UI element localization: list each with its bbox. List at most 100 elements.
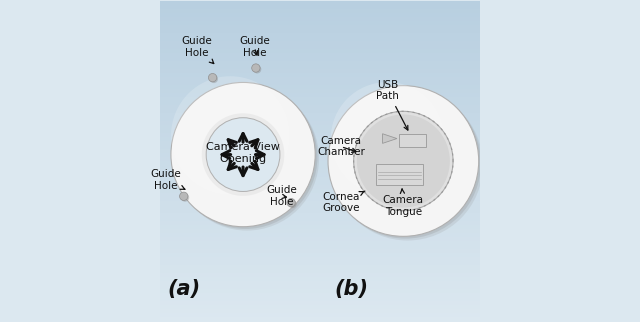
Bar — [160, 37, 480, 41]
Bar — [160, 245, 480, 249]
Bar — [160, 121, 480, 125]
Bar — [160, 25, 480, 29]
Bar — [160, 181, 480, 185]
Bar — [160, 269, 480, 273]
Bar — [160, 105, 480, 109]
Polygon shape — [383, 134, 397, 143]
Text: Cornea
Groove: Cornea Groove — [322, 191, 365, 213]
Bar — [160, 189, 480, 193]
Bar — [160, 309, 480, 313]
Circle shape — [253, 65, 261, 73]
Bar — [160, 21, 480, 25]
Bar — [160, 265, 480, 269]
Bar — [160, 221, 480, 225]
Bar — [160, 313, 480, 317]
Bar — [160, 49, 480, 53]
Bar — [160, 241, 480, 245]
Circle shape — [288, 200, 296, 208]
Text: (b): (b) — [335, 279, 369, 299]
Text: Camera
Chamber: Camera Chamber — [317, 136, 365, 157]
Circle shape — [331, 82, 444, 195]
Text: USB
Path: USB Path — [376, 80, 408, 130]
Bar — [160, 77, 480, 81]
Text: Guide
Hole: Guide Hole — [239, 36, 269, 58]
Bar — [160, 273, 480, 277]
Circle shape — [357, 115, 450, 207]
Bar — [160, 169, 480, 173]
Bar — [160, 201, 480, 205]
Circle shape — [206, 118, 280, 192]
Bar — [160, 69, 480, 73]
Circle shape — [173, 85, 317, 229]
Bar — [160, 45, 480, 49]
Circle shape — [209, 73, 217, 82]
Bar — [160, 57, 480, 61]
Bar — [160, 185, 480, 189]
Bar — [160, 261, 480, 265]
Circle shape — [328, 86, 479, 236]
Bar — [160, 249, 480, 253]
Bar — [160, 277, 480, 281]
Bar — [160, 109, 480, 113]
Bar — [160, 141, 480, 145]
Circle shape — [202, 113, 284, 196]
Circle shape — [287, 198, 295, 207]
Text: Guide
Hole: Guide Hole — [181, 36, 214, 63]
Bar — [160, 317, 480, 321]
Circle shape — [171, 76, 289, 194]
Bar — [160, 133, 480, 137]
Bar — [160, 17, 480, 21]
Bar — [160, 89, 480, 93]
Bar — [160, 145, 480, 149]
Bar — [160, 157, 480, 161]
Bar — [160, 233, 480, 237]
Text: Guide
Hole: Guide Hole — [151, 169, 185, 191]
Bar — [160, 165, 480, 169]
Bar — [160, 33, 480, 37]
FancyBboxPatch shape — [399, 134, 426, 147]
Bar — [160, 93, 480, 97]
Circle shape — [180, 192, 188, 200]
Circle shape — [252, 64, 260, 72]
FancyBboxPatch shape — [376, 164, 422, 185]
Bar — [160, 85, 480, 89]
Bar — [160, 53, 480, 57]
Text: (a): (a) — [168, 279, 201, 299]
Bar — [160, 257, 480, 261]
Bar — [160, 61, 480, 65]
Bar — [160, 65, 480, 69]
Bar — [160, 205, 480, 209]
Text: Camera
Tongue: Camera Tongue — [383, 189, 424, 217]
Circle shape — [330, 88, 481, 239]
Bar — [160, 97, 480, 101]
Bar — [160, 237, 480, 241]
Circle shape — [181, 194, 189, 202]
Text: Camera View
Opening: Camera View Opening — [206, 142, 280, 164]
Bar — [160, 129, 480, 133]
Text: Guide
Hole: Guide Hole — [266, 185, 297, 207]
Bar — [160, 101, 480, 105]
Bar — [160, 285, 480, 289]
Circle shape — [210, 75, 218, 83]
Bar — [160, 305, 480, 309]
Bar — [160, 289, 480, 293]
Bar — [160, 177, 480, 181]
Bar — [160, 229, 480, 233]
Bar — [160, 153, 480, 157]
Bar — [160, 301, 480, 305]
Bar — [160, 225, 480, 229]
Bar — [160, 213, 480, 217]
Bar — [160, 297, 480, 301]
Circle shape — [354, 111, 453, 211]
Bar — [160, 81, 480, 85]
Circle shape — [332, 90, 483, 241]
Bar — [160, 293, 480, 297]
Bar — [160, 197, 480, 201]
Bar — [160, 217, 480, 221]
Bar — [160, 5, 480, 9]
Bar — [160, 73, 480, 77]
Bar — [160, 117, 480, 121]
Circle shape — [175, 86, 319, 231]
Bar — [160, 1, 480, 5]
Bar — [160, 137, 480, 141]
